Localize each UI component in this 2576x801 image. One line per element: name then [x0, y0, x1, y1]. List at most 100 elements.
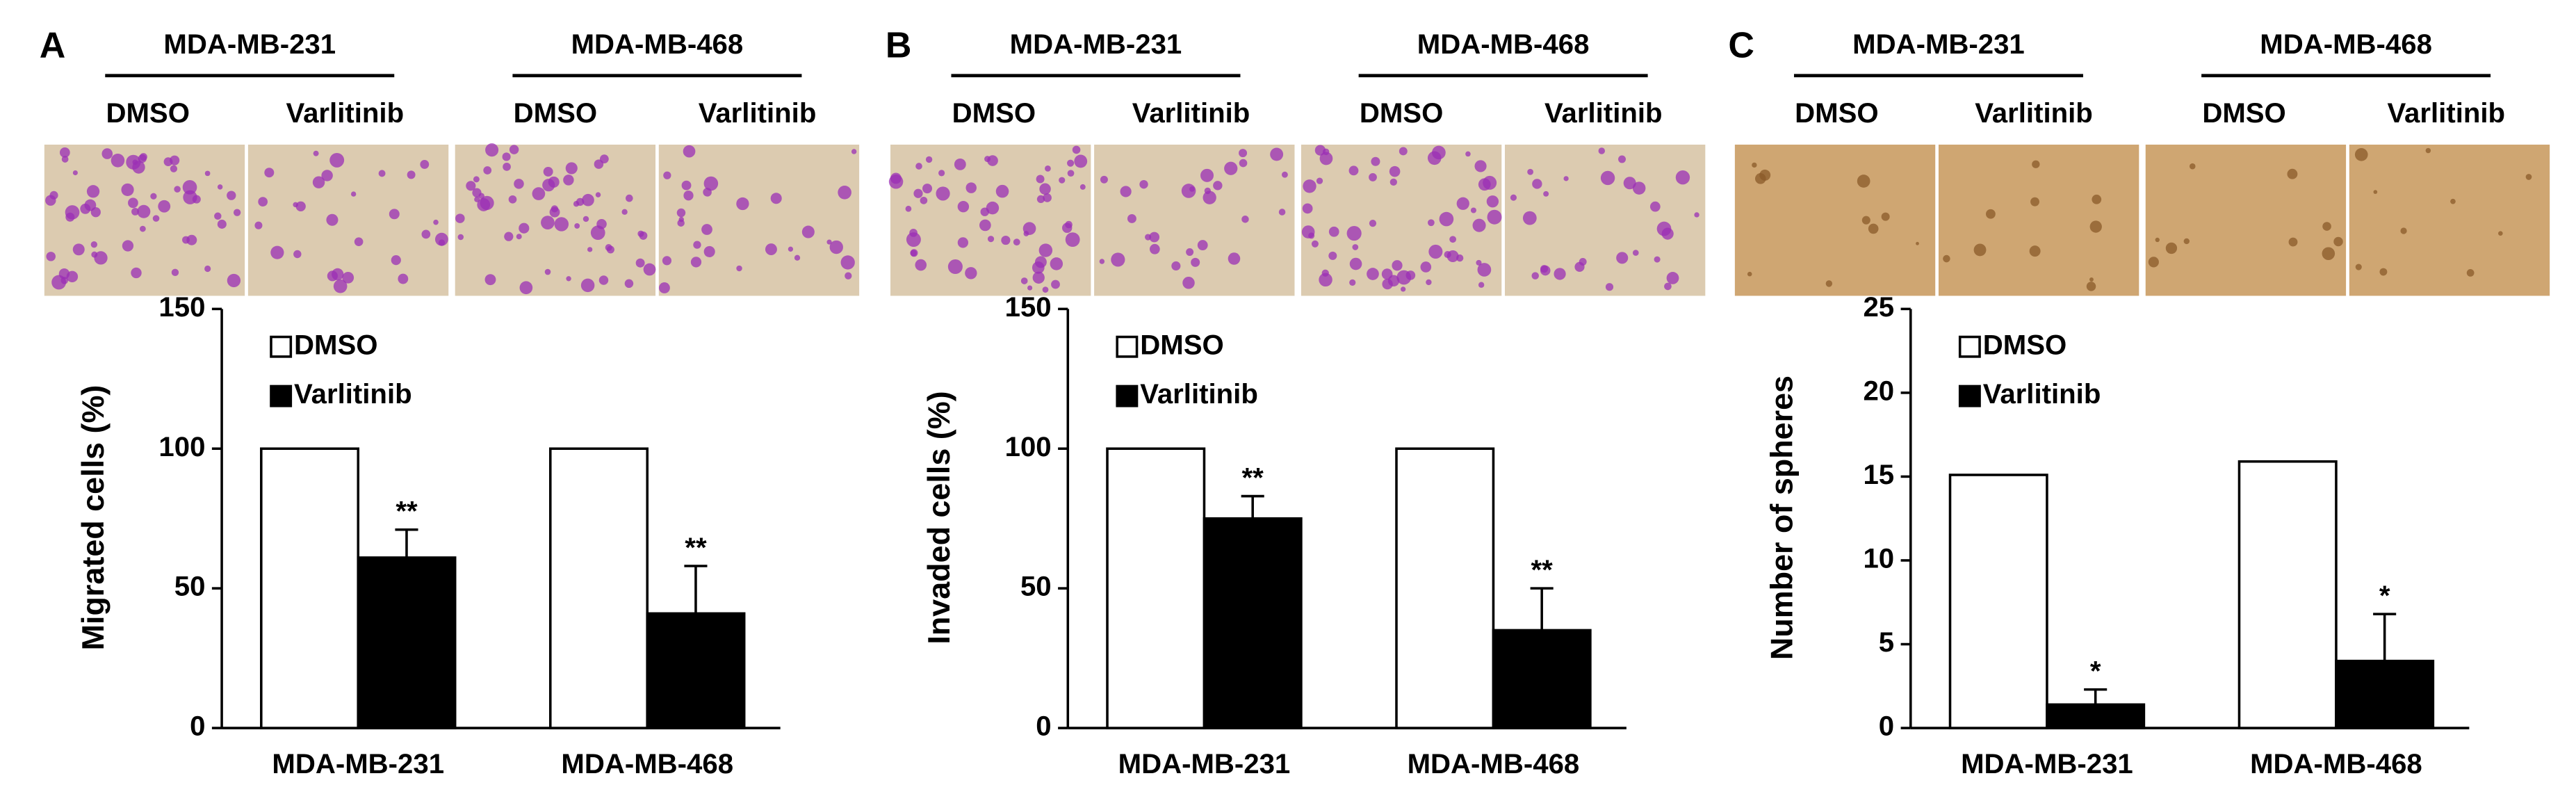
micrograph-cell: [1186, 248, 1194, 256]
y-axis-title: Invaded cells (%): [921, 391, 956, 644]
legend-label: Varlitinib: [1983, 378, 2101, 410]
micrograph-cell: [1472, 218, 1486, 232]
legend-label: Varlitinib: [1140, 378, 1258, 410]
micrograph-cell: [1400, 286, 1406, 292]
micrograph-cell: [1043, 193, 1052, 202]
micrograph-cell: [2498, 231, 2503, 236]
micrograph-cell: [1270, 147, 1284, 161]
micrograph-cell: [1623, 177, 1636, 190]
micrograph-cell: [1532, 179, 1542, 189]
y-tick-label: 100: [1005, 431, 1052, 462]
micrograph-cell: [1059, 177, 1066, 184]
micrograph-cell: [1200, 168, 1214, 182]
micrograph-cell: [2373, 190, 2378, 194]
micrograph-cell: [1868, 223, 1879, 234]
micrograph-cell: [663, 171, 671, 179]
y-tick-label: 0: [1879, 711, 1894, 742]
micrograph-cell: [2425, 147, 2431, 154]
bar: [1492, 629, 1592, 729]
micrograph-cell: [503, 163, 511, 171]
micrograph-cell: [905, 205, 912, 212]
micrograph-cell: [2089, 277, 2094, 282]
bar: [2335, 659, 2435, 729]
legend-swatch: [1958, 335, 1981, 358]
micrograph-cell: [1477, 263, 1492, 277]
micrograph-cell: [920, 197, 928, 204]
micrograph-cell: [1861, 216, 1870, 225]
micrograph-cell: [829, 240, 843, 254]
bar: [2237, 460, 2338, 729]
legend-label: Varlitinib: [294, 378, 412, 410]
micrograph: [2145, 144, 2347, 296]
micrograph-cell: [1825, 280, 1833, 287]
micrograph-cell: [563, 175, 574, 186]
micrograph-cell: [329, 152, 345, 168]
micrograph-cell: [658, 282, 670, 293]
micrograph-cell: [1067, 159, 1075, 167]
micrograph-cell: [1050, 257, 1063, 270]
micrograph-cell: [407, 170, 416, 179]
micrograph-cell: [662, 256, 672, 266]
micrograph-cell: [204, 170, 211, 177]
micrograph-cell: [484, 274, 496, 286]
micrograph-cell: [541, 216, 555, 229]
legend-swatch: [1116, 335, 1139, 358]
micrograph-cell: [204, 265, 211, 273]
micrograph-cell: [703, 176, 719, 191]
micrograph-cell: [217, 184, 223, 190]
micrograph-cell: [478, 193, 484, 200]
micrograph-cell: [765, 243, 777, 256]
micrograph-cell: [1203, 191, 1216, 204]
x-tick-label: MDA-MB-468: [2250, 748, 2422, 779]
micrograph-cell: [643, 263, 656, 276]
micrograph-cell: [65, 212, 75, 222]
y-tick-label: 50: [174, 571, 206, 602]
y-tick-label: 5: [1879, 626, 1894, 658]
micrograph: [1734, 144, 1936, 296]
micrograph-cell: [683, 191, 694, 201]
micrograph-cell: [1857, 175, 1870, 188]
micrograph-cell: [605, 243, 612, 251]
micrograph-cell: [2354, 147, 2368, 161]
micrograph-cell: [2092, 194, 2102, 204]
micrograph-cell: [1478, 178, 1491, 191]
micrograph-cell: [128, 197, 138, 209]
micrograph-cell: [1328, 251, 1337, 260]
micrograph-cell: [1371, 156, 1380, 166]
micrograph-cell: [293, 202, 298, 208]
micrograph-cell: [2086, 282, 2096, 291]
treatment-label: Varlitinib: [1132, 97, 1250, 129]
micrograph-cell: [1224, 161, 1238, 175]
micrograph-cell: [46, 252, 56, 261]
bar: [1395, 447, 1495, 729]
micrograph-cell: [1042, 286, 1049, 293]
micrograph-cell: [910, 249, 918, 257]
micrograph-cell: [270, 245, 284, 259]
micrograph: [1938, 144, 2139, 296]
y-tick-label: 0: [1036, 711, 1051, 742]
micrograph-cell: [2450, 198, 2456, 204]
micrograph-cell: [132, 161, 145, 174]
micrograph-cell: [1127, 213, 1136, 223]
micrograph: [1301, 144, 1502, 296]
micrograph-cell: [473, 176, 480, 183]
micrograph-cell: [1543, 191, 1549, 197]
micrograph-cell: [1302, 203, 1313, 214]
micrograph-cell: [227, 273, 241, 288]
micrograph-cell: [139, 225, 146, 232]
bar: [1948, 474, 2048, 729]
micrograph-cell: [1470, 207, 1476, 213]
micrograph-cell: [508, 195, 517, 204]
micrograph-cell: [1654, 256, 1661, 263]
micrograph-cell: [1439, 211, 1454, 227]
micrograph-cell: [1694, 212, 1699, 218]
y-axis-title: Number of spheres: [1764, 375, 1800, 660]
micrograph-cell: [543, 166, 553, 177]
micrograph-cell: [2400, 227, 2407, 234]
micrograph-cell: [1392, 260, 1403, 271]
micrograph-cell: [398, 273, 409, 284]
micrograph-cell: [1067, 170, 1075, 177]
micrograph-cell: [544, 268, 551, 275]
micrograph-cell: [1051, 280, 1060, 289]
y-tick-label: 20: [1863, 375, 1894, 407]
